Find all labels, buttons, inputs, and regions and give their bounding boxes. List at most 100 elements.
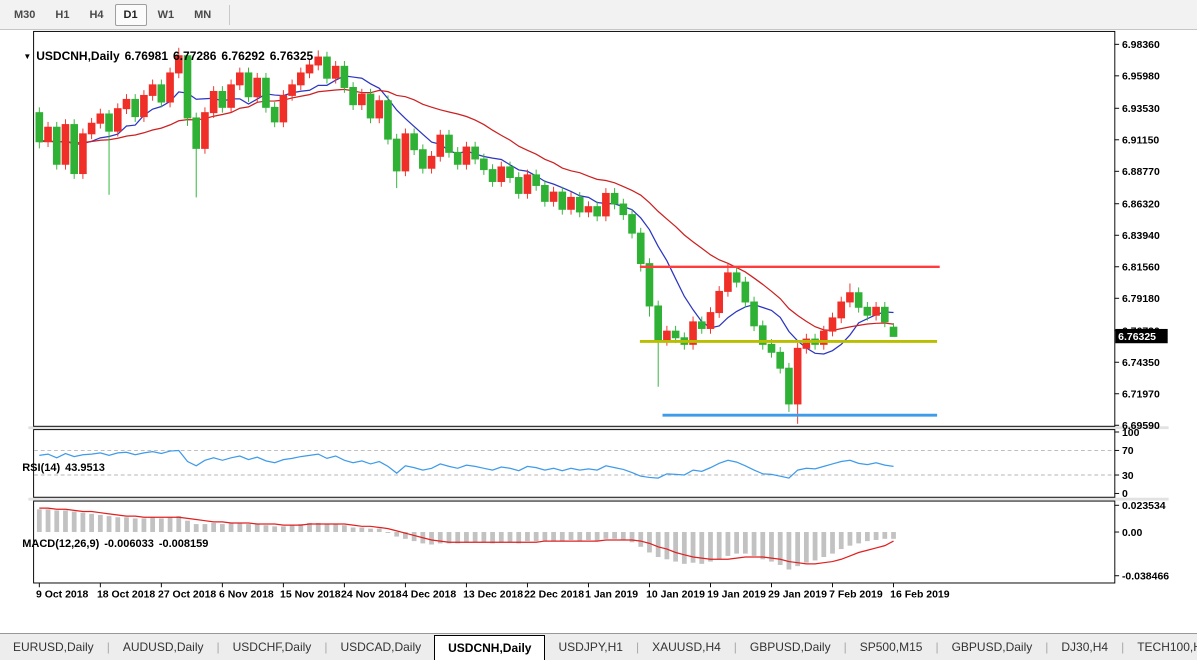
candle-body: [148, 84, 157, 96]
macd-tick-label: 0.023534: [1122, 501, 1166, 512]
macd-tick-label: 0.00: [1122, 528, 1143, 539]
candle-body: [575, 196, 584, 213]
candle-body: [758, 325, 767, 345]
candle-body: [610, 192, 619, 205]
candle-body: [105, 113, 113, 132]
macd-hist-bar: [856, 532, 862, 544]
tab-sp500-m15[interactable]: SP500,M15: [859, 640, 923, 654]
splitter-main-rsi[interactable]: [28, 426, 1169, 430]
candle-body: [558, 191, 567, 210]
candle-body: [480, 158, 488, 171]
candle-body: [706, 312, 715, 329]
tab-usdjpy-h1[interactable]: USDJPY,H1: [558, 640, 623, 654]
candle-body: [401, 133, 410, 172]
candlestick-chart: [35, 47, 940, 424]
candle-body: [427, 155, 436, 169]
toolbar-separator: [229, 4, 231, 25]
rsi-name: RSI(14): [22, 462, 61, 474]
macd-hist-bar: [873, 532, 879, 540]
candle-body: [471, 146, 479, 160]
candle-body: [802, 338, 811, 349]
price-tick-label: 6.69590: [1122, 421, 1160, 432]
quote-open: 6.76981: [124, 49, 169, 63]
tab-usdcnh-daily[interactable]: USDCNH,Daily: [434, 635, 546, 660]
candle-body: [270, 106, 279, 123]
macd-hist-bar: [333, 524, 339, 533]
candle-body: [671, 330, 680, 339]
ma-slow-line: [39, 88, 894, 332]
timeframe-m30[interactable]: M30: [14, 8, 36, 21]
macd-hist-bar: [124, 517, 129, 533]
macd-hist-bar: [97, 514, 103, 533]
macd-hist-bar: [742, 532, 748, 554]
tab-gbpusd-daily[interactable]: GBPUSD,Daily: [749, 640, 831, 654]
timeframe-w1[interactable]: W1: [157, 8, 175, 21]
macd-hist-bar: [132, 518, 138, 533]
date-tick-label: 15 Nov 2018: [280, 590, 341, 601]
price-axis: 6.98360 6.95980 6.93530 6.91150 6.88770 6.863…: [1114, 40, 1168, 432]
candle-body: [35, 112, 44, 143]
macd-hist-bar: [36, 509, 42, 533]
current-price-tag-label: 6.76325: [1118, 332, 1156, 343]
candle-body: [52, 126, 61, 165]
candle-body: [767, 343, 776, 353]
candle-body: [523, 174, 532, 194]
tab-usdchf-daily[interactable]: USDCHF,Daily: [232, 640, 312, 654]
candle-body: [889, 326, 898, 337]
timeframe-mn[interactable]: MN: [194, 8, 212, 21]
macd-hist-bar: [63, 510, 68, 533]
macd-hist-bar: [647, 532, 652, 553]
candle-body: [593, 206, 601, 217]
tab-separator: |: [1121, 640, 1125, 654]
macd-hist-bar: [734, 532, 740, 554]
candle-body: [349, 87, 357, 106]
tab-dj30-h4[interactable]: DJ30,H4: [1061, 640, 1109, 654]
candle-body: [209, 90, 218, 114]
macd-indicator-label: MACD(12,26,9) -0.006033 -0.008159: [10, 526, 213, 562]
macd-hist-bar: [638, 532, 644, 547]
timeframe-h4[interactable]: H4: [89, 8, 104, 21]
tab-eurusd-daily[interactable]: EURUSD,Daily: [13, 640, 94, 654]
tab-audusd-daily[interactable]: AUDUSD,Daily: [122, 640, 204, 654]
candle-body: [253, 77, 262, 98]
date-tick-label: 7 Feb 2019: [829, 590, 883, 601]
macd-hist-bar: [708, 532, 713, 562]
quote-close: 6.76325: [269, 49, 314, 63]
macd-hist-bar: [237, 522, 243, 533]
macd-hist-bar: [429, 532, 434, 545]
macd-hist-bar: [141, 518, 147, 533]
tab-separator: |: [216, 640, 220, 654]
macd-hist-bar: [211, 522, 217, 533]
timeframe-h1[interactable]: H1: [55, 8, 70, 21]
candle-body: [166, 72, 174, 103]
tab-gbpusd-daily[interactable]: GBPUSD,Daily: [951, 640, 1033, 654]
macd-hist-bar: [699, 532, 705, 564]
price-tick-label: 6.95980: [1122, 72, 1160, 83]
rsi-tick-label: 70: [1122, 446, 1134, 457]
macd-tick-label: -0.038466: [1122, 572, 1169, 583]
candle-body: [296, 72, 305, 86]
tab-xauusd-h4[interactable]: XAUUSD,H4: [652, 640, 721, 654]
splitter-rsi-macd[interactable]: [28, 497, 1169, 501]
macd-hist-bar: [795, 532, 801, 567]
macd-chart: 0.023534 0.00 -0.038466: [36, 501, 1169, 583]
macd-hist-bar: [228, 522, 234, 533]
tab-usdcad-daily[interactable]: USDCAD,Daily: [340, 640, 422, 654]
candle-body: [384, 100, 392, 140]
quote-low: 6.76292: [221, 49, 265, 63]
candle-body: [785, 367, 793, 405]
tab-tech100-h1[interactable]: TECH100,H1: [1137, 640, 1197, 654]
candle-body: [506, 166, 514, 179]
macd-hist-bar: [769, 532, 774, 562]
candle-body: [532, 174, 540, 186]
macd-hist-bar: [498, 532, 504, 543]
macd-hist-bar: [481, 532, 487, 543]
candle-body: [453, 151, 462, 165]
chevron-down-icon: ▼: [23, 52, 32, 61]
chart-area[interactable]: 6.98360 6.95980 6.93530 6.91150 6.88770 6.863…: [0, 30, 1197, 633]
macd-hist-bar: [629, 532, 635, 543]
macd-hist-bar: [158, 518, 164, 533]
timeframe-d1[interactable]: D1: [114, 3, 147, 26]
candle-body: [358, 93, 366, 106]
